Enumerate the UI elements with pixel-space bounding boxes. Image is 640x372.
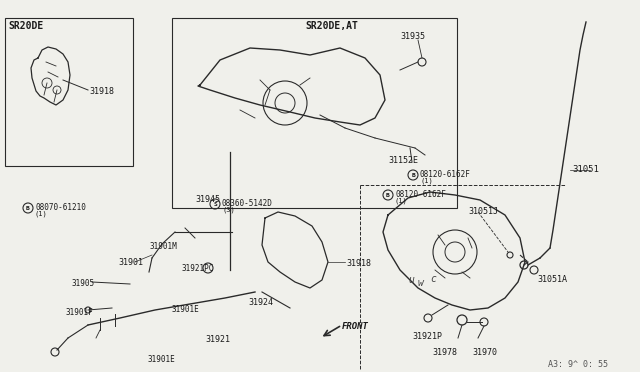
Text: 08120-6162F: 08120-6162F [395,189,446,199]
Text: 31945: 31945 [195,195,220,204]
Text: 31051: 31051 [572,165,599,174]
Text: 31901M: 31901M [150,242,178,251]
Text: (1): (1) [395,198,408,204]
Text: (1): (1) [420,178,433,184]
Text: 31978: 31978 [432,348,457,357]
Text: 08070-61210: 08070-61210 [35,202,86,212]
Text: 31921PC: 31921PC [182,264,214,273]
Text: 31935: 31935 [400,32,425,41]
Text: u: u [408,275,414,285]
Text: 31901F: 31901F [65,308,93,317]
Text: 31905: 31905 [72,279,95,288]
Text: A3: 9^ 0: 55: A3: 9^ 0: 55 [548,360,608,369]
Text: 31901E: 31901E [172,305,200,314]
Text: 31901: 31901 [118,258,143,267]
Text: (1): (1) [35,211,48,217]
Text: 31918: 31918 [89,87,114,96]
Text: 31901E: 31901E [148,355,176,364]
Text: SR20DE,AT: SR20DE,AT [305,21,358,31]
Text: B: B [386,192,390,198]
Bar [5,18,133,166]
Text: 31051A: 31051A [537,275,567,284]
Text: S: S [213,202,217,206]
Text: 31152E: 31152E [388,156,418,165]
Text: (3): (3) [222,207,235,213]
Text: c: c [430,274,436,284]
Text: w: w [418,278,424,288]
Text: 08360-5142D: 08360-5142D [222,199,273,208]
Text: 08120-6162F: 08120-6162F [420,170,471,179]
Text: 31970: 31970 [472,348,497,357]
Text: 31921P: 31921P [412,332,442,341]
Bar [172,18,457,208]
Text: 31921: 31921 [205,335,230,344]
Text: FRONT: FRONT [342,322,369,331]
Text: 31918: 31918 [346,259,371,268]
Text: B: B [26,205,30,211]
Text: 31051J: 31051J [468,207,498,216]
Text: 31924: 31924 [248,298,273,307]
Text: B: B [411,173,415,177]
Text: SR20DE: SR20DE [8,21,44,31]
